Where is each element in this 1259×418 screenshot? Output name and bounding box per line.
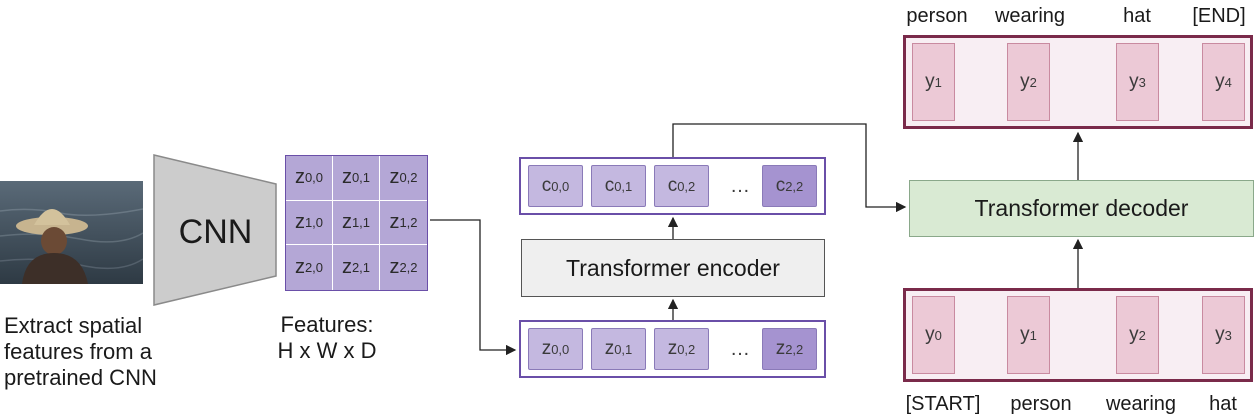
feature-token: z 2,2 xyxy=(762,328,817,370)
features-title: Features: xyxy=(280,312,374,337)
cnn-label: CNN xyxy=(178,213,253,251)
context-token-row: c 0,0 c 0,1 c 0,2 … c 2,2 xyxy=(519,157,826,215)
context-token: c 0,1 xyxy=(591,165,646,207)
input-word: person xyxy=(1010,393,1072,415)
caption-line: features from a xyxy=(4,339,152,364)
feature-token: z 0,2 xyxy=(654,328,709,370)
transformer-decoder: Transformer decoder xyxy=(909,180,1254,237)
feature-token: … xyxy=(730,337,750,360)
feature-cell: z 2,1 xyxy=(333,245,380,290)
feature-token-row: z 0,0 z 0,1 z 0,2 … z 2,2 xyxy=(519,320,826,378)
output-word: wearing xyxy=(994,5,1066,27)
feature-cell: z 1,0 xyxy=(286,200,333,246)
transformer-encoder: Transformer encoder xyxy=(521,239,825,297)
feature-cell: z 1,1 xyxy=(333,200,380,246)
input-word: hat xyxy=(1209,393,1237,415)
input-word: [START] xyxy=(905,393,981,415)
photo-caption: Extract spatial features from a pretrain… xyxy=(4,313,157,391)
cnn-block xyxy=(153,154,277,306)
input-word: wearing xyxy=(1105,393,1177,415)
output-word: hat xyxy=(1123,5,1151,27)
context-token: c 0,2 xyxy=(654,165,709,207)
output-word: [END] xyxy=(1192,5,1246,27)
context-token: c 2,2 xyxy=(762,165,817,207)
feature-cell: z 0,1 xyxy=(333,156,380,201)
caption-line: Extract spatial xyxy=(4,313,143,338)
encoder-label: Transformer encoder xyxy=(566,254,780,281)
feature-cell: z 2,2 xyxy=(389,256,418,279)
feature-cell: z 0,0 xyxy=(286,156,333,201)
context-token: … xyxy=(730,174,750,197)
feature-cell: z 2,0 xyxy=(286,245,333,290)
caption-line: pretrained CNN xyxy=(4,365,157,390)
features-caption: Features: H x W x D xyxy=(262,312,392,364)
input-photo xyxy=(0,181,143,284)
context-token: c 0,0 xyxy=(528,165,583,207)
decoder-label: Transformer decoder xyxy=(974,195,1189,221)
feature-token: z 0,0 xyxy=(528,328,583,370)
feature-cell: z 0,2 xyxy=(380,156,427,201)
output-word: person xyxy=(906,5,968,27)
feature-grid: z 0,0 z 0,1 z 0,2 z 1,0 z 1,1 z 1,2 z 2,0 z 2,1 z 2,2 xyxy=(285,155,428,291)
feature-token: z 0,1 xyxy=(591,328,646,370)
features-dims: H x W x D xyxy=(277,338,377,363)
feature-cell: z 1,2 xyxy=(380,201,427,246)
